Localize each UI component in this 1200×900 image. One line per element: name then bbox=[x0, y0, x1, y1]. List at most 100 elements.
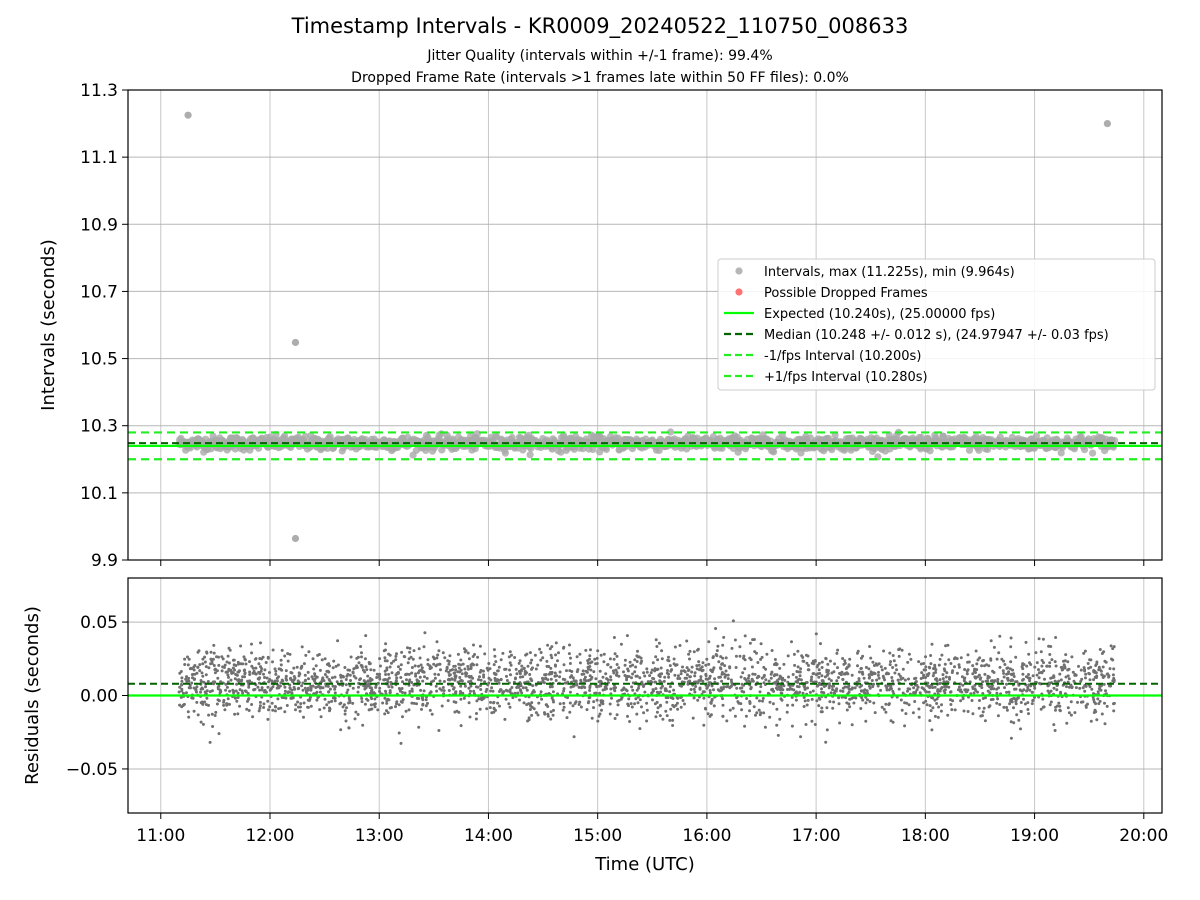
residual-point bbox=[232, 691, 236, 695]
residual-point bbox=[215, 669, 219, 673]
residual-point bbox=[970, 699, 974, 702]
residual-point bbox=[568, 690, 572, 694]
residual-point bbox=[806, 654, 810, 658]
residual-point bbox=[1048, 703, 1052, 707]
residual-point bbox=[873, 711, 877, 715]
residual-point bbox=[226, 670, 230, 674]
residual-point bbox=[437, 729, 441, 732]
residual-point bbox=[586, 661, 590, 665]
residual-point bbox=[191, 696, 195, 700]
residual-point bbox=[664, 709, 668, 713]
residual-point bbox=[748, 641, 752, 645]
residual-point bbox=[526, 719, 530, 723]
residual-point bbox=[276, 697, 280, 701]
residual-point bbox=[1108, 667, 1112, 671]
residual-point bbox=[565, 716, 569, 720]
residual-point bbox=[199, 679, 203, 682]
residual-point bbox=[604, 672, 608, 676]
residual-point bbox=[649, 671, 653, 675]
residual-point bbox=[668, 664, 672, 668]
residual-point bbox=[236, 660, 240, 664]
residual-point bbox=[645, 708, 649, 712]
residual-point bbox=[395, 702, 398, 706]
residual-point bbox=[205, 689, 209, 693]
residual-point bbox=[388, 691, 392, 694]
residual-point bbox=[608, 702, 612, 706]
residual-point bbox=[701, 661, 705, 665]
residual-point bbox=[440, 688, 444, 692]
residual-point bbox=[680, 669, 683, 673]
residual-point bbox=[845, 708, 849, 712]
residual-point bbox=[343, 666, 347, 669]
residual-point bbox=[372, 691, 376, 695]
residual-point bbox=[320, 658, 324, 662]
residual-point bbox=[598, 669, 602, 673]
residual-point bbox=[543, 673, 547, 677]
residual-point bbox=[950, 708, 954, 712]
residual-point bbox=[739, 702, 743, 706]
residual-point bbox=[670, 668, 674, 672]
residual-point bbox=[463, 667, 467, 671]
residual-point bbox=[283, 710, 287, 714]
residual-point bbox=[759, 685, 763, 689]
residual-point bbox=[383, 656, 387, 660]
residual-point bbox=[247, 685, 251, 689]
residual-point bbox=[552, 708, 555, 712]
residual-point bbox=[384, 673, 388, 676]
residual-point bbox=[682, 669, 686, 673]
residual-point bbox=[462, 696, 466, 700]
residual-point bbox=[966, 668, 970, 672]
residual-point bbox=[231, 688, 235, 692]
residual-point bbox=[631, 688, 635, 692]
residual-point bbox=[468, 715, 472, 719]
residual-point bbox=[407, 657, 411, 661]
residual-point bbox=[1021, 663, 1025, 667]
residual-point bbox=[1015, 680, 1019, 684]
residual-point bbox=[696, 681, 700, 685]
residual-point bbox=[771, 702, 775, 706]
residual-point bbox=[508, 688, 512, 692]
residual-point bbox=[891, 720, 895, 724]
residual-point bbox=[259, 665, 262, 669]
residual-point bbox=[190, 681, 194, 685]
residual-point bbox=[538, 647, 542, 651]
residual-point bbox=[298, 709, 302, 713]
residual-point bbox=[738, 654, 742, 658]
residual-point bbox=[635, 660, 639, 663]
residual-point bbox=[735, 686, 739, 690]
residual-point bbox=[1086, 662, 1090, 665]
residual-point bbox=[909, 657, 913, 661]
residual-point bbox=[186, 663, 190, 667]
residual-point bbox=[962, 709, 966, 713]
residual-point bbox=[799, 667, 803, 671]
residual-point bbox=[1002, 675, 1006, 679]
residual-point bbox=[271, 648, 275, 652]
residual-point bbox=[759, 657, 763, 661]
residual-point bbox=[634, 697, 638, 701]
residual-point bbox=[762, 711, 766, 715]
residual-point bbox=[1007, 690, 1011, 694]
residual-point bbox=[948, 677, 951, 681]
residual-point bbox=[645, 719, 649, 723]
residual-point bbox=[828, 659, 832, 663]
residual-point bbox=[617, 666, 621, 670]
residual-point bbox=[995, 657, 999, 661]
residual-point bbox=[768, 715, 772, 719]
residual-point bbox=[708, 714, 712, 718]
residual-point bbox=[204, 665, 208, 669]
residual-point bbox=[871, 685, 875, 689]
residual-point bbox=[1009, 672, 1013, 676]
residual-point bbox=[301, 688, 305, 692]
residual-point bbox=[626, 714, 629, 718]
residual-point bbox=[723, 664, 727, 668]
residual-point bbox=[695, 664, 699, 668]
residual-point bbox=[903, 678, 907, 682]
residual-point bbox=[517, 685, 520, 689]
residual-point bbox=[679, 705, 683, 709]
residual-point bbox=[749, 687, 753, 691]
residual-point bbox=[661, 684, 664, 688]
residual-point bbox=[378, 689, 381, 693]
bottom-y-axis-label: Residuals (seconds) bbox=[22, 606, 43, 785]
residual-point bbox=[857, 677, 861, 681]
residual-point bbox=[267, 680, 271, 684]
